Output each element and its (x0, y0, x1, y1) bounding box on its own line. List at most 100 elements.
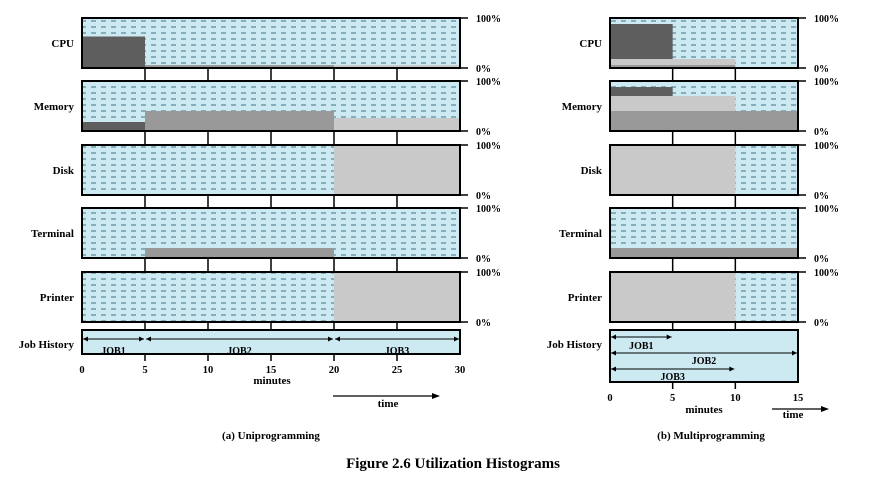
percent-label-100: 100% (814, 77, 839, 88)
resource-row-printer: Printer 100% 0% (568, 268, 839, 329)
x-tick-label: 15 (793, 393, 804, 404)
resource-row-memory: Memory 100% 0% (34, 77, 501, 138)
percent-label-100: 100% (476, 268, 501, 279)
percent-label-0: 0% (814, 254, 829, 265)
resource-row-terminal: Terminal 100% 0% (559, 204, 839, 265)
resource-row-disk: Disk 100% 0% (581, 141, 839, 202)
job-label-job3: JOB3 (385, 346, 409, 357)
resource-label: CPU (579, 38, 602, 50)
histogram-frame (609, 80, 799, 132)
x-axis: 0 5 10 15 20 25 30 (79, 68, 465, 376)
resource-row-terminal: Terminal 100% 0% (31, 204, 501, 265)
percent-label-100: 100% (476, 204, 501, 215)
percent-label-100: 100% (814, 141, 839, 152)
usage-bar-job2 (145, 65, 334, 68)
usage-bar-job1 (82, 36, 145, 68)
usage-bar-job2 (610, 248, 798, 258)
resource-label: Disk (581, 165, 603, 177)
usage-bar-job2 (145, 248, 334, 258)
histogram-frame (609, 17, 799, 69)
usage-bar-job3 (610, 96, 736, 111)
x-tick-label: 25 (392, 365, 403, 376)
time-arrow-head (821, 406, 829, 412)
resource-label: CPU (51, 38, 74, 50)
usage-bar-job2 (145, 111, 334, 131)
resource-label: Terminal (559, 228, 602, 240)
job-label-job2: JOB2 (227, 346, 251, 357)
x-tick-label: 0 (607, 393, 612, 404)
panel-caption: (b) Multiprogramming (657, 430, 765, 442)
resource-row-cpu: CPU 100% 0% (51, 14, 501, 75)
x-axis-label: minutes (685, 404, 723, 416)
histogram-frame (609, 144, 799, 196)
job-span-arrow-right (328, 336, 333, 342)
panel-multi: CPU100%0%Memory100%0%Disk100%0%Terminal1… (547, 14, 839, 442)
x-tick-label: 10 (203, 365, 214, 376)
percent-label-100: 100% (476, 141, 501, 152)
job-span-arrow-right (139, 336, 144, 342)
usage-bar-job3 (334, 145, 460, 195)
x-tick-label: 10 (730, 393, 741, 404)
usage-bar-job3 (610, 145, 736, 195)
job-span-arrow-right (729, 366, 735, 372)
usage-bar-job1 (610, 87, 673, 96)
percent-label-100: 100% (814, 268, 839, 279)
usage-bar-job3 (334, 118, 460, 131)
percent-label-0: 0% (476, 318, 491, 329)
job-label-job1: JOB1 (629, 341, 653, 352)
percent-label-100: 100% (476, 77, 501, 88)
job-span-arrow-left (611, 366, 616, 372)
job-label-job1: JOB1 (101, 346, 125, 357)
resource-label: Terminal (31, 228, 74, 240)
usage-bar-job1 (82, 122, 145, 131)
usage-bar-job2 (610, 65, 736, 68)
x-tick-label: 30 (455, 365, 466, 376)
percent-label-0: 0% (814, 318, 829, 329)
job-span-arrow-right (792, 350, 797, 356)
usage-bar-job3 (334, 272, 460, 322)
histogram-frame (609, 271, 799, 323)
usage-bar-job2 (610, 111, 798, 131)
time-arrow-head (432, 393, 440, 399)
x-axis-label: minutes (253, 375, 291, 387)
percent-label-0: 0% (814, 64, 829, 75)
x-tick-label: 5 (142, 365, 147, 376)
usage-bar-job3 (610, 272, 736, 322)
job-history-label: Job History (19, 339, 75, 351)
job-span-arrow-left (335, 336, 340, 342)
resource-label: Printer (40, 292, 74, 304)
resource-row-printer: Printer 100% 0% (40, 268, 501, 329)
usage-bar-job3 (610, 59, 736, 65)
percent-label-0: 0% (814, 127, 829, 138)
job-span-arrow-left (146, 336, 151, 342)
percent-label-0: 0% (476, 191, 491, 202)
job-history-box (609, 329, 799, 383)
job-span-arrow-right (454, 336, 459, 342)
usage-bar-job1 (610, 24, 673, 59)
resource-label: Memory (34, 101, 75, 113)
time-label: time (378, 398, 399, 410)
x-tick-label: 0 (79, 365, 84, 376)
time-label: time (783, 409, 804, 421)
x-axis: 0 5 10 15 (607, 68, 803, 404)
job-span-arrow-left (83, 336, 88, 342)
usage-bar-job3 (334, 65, 460, 68)
x-tick-label: 5 (670, 393, 675, 404)
histogram-frame (609, 207, 799, 259)
job-history-label: Job History (547, 339, 603, 351)
job-history: Job History JOB1 JOB2 JOB3 (19, 329, 461, 357)
x-tick-label: 15 (266, 365, 277, 376)
resource-label: Printer (568, 292, 602, 304)
resource-label: Disk (53, 165, 75, 177)
percent-label-100: 100% (814, 204, 839, 215)
resource-label: Memory (562, 101, 603, 113)
percent-label-0: 0% (476, 64, 491, 75)
panel-uni: CPU100%0%Memory100%0%Disk100%0%Terminal1… (19, 14, 501, 442)
percent-label-100: 100% (814, 14, 839, 25)
job-span-arrow-right (666, 334, 672, 340)
resource-row-memory: Memory 100% 0% (562, 77, 839, 138)
resource-row-cpu: CPU 100% 0% (579, 14, 839, 75)
resource-row-disk: Disk 100% 0% (53, 141, 501, 202)
job-label-job3: JOB3 (660, 372, 684, 383)
